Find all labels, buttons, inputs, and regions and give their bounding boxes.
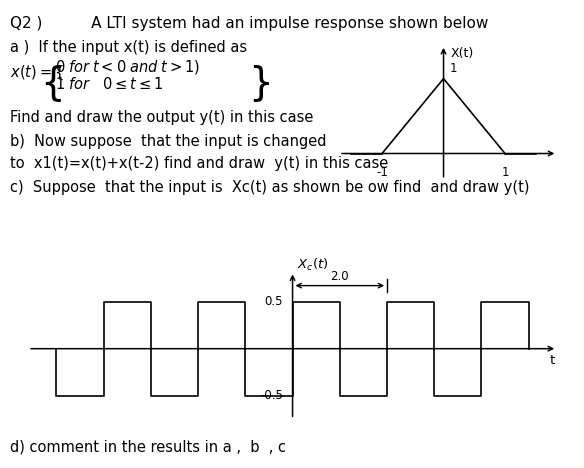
Text: $X_c(t)$: $X_c(t)$: [297, 257, 329, 273]
Text: to  x1(t)=x(t)+x(t-2) find and draw  y(t) in this case: to x1(t)=x(t)+x(t-2) find and draw y(t) …: [10, 156, 388, 171]
Text: 1: 1: [450, 62, 457, 75]
Text: $1\; for \quad 0 \leq t \leq 1$: $1\; for \quad 0 \leq t \leq 1$: [55, 76, 164, 92]
Text: {: {: [40, 64, 65, 102]
Text: $x(t) = \{$: $x(t) = \{$: [10, 64, 64, 82]
Text: $0\; for\; t < 0\; and\; t > 1)$: $0\; for\; t < 0\; and\; t > 1)$: [55, 58, 200, 76]
Text: d) comment in the results in a ,  b  , c: d) comment in the results in a , b , c: [10, 440, 286, 455]
Text: 0.5: 0.5: [265, 295, 283, 308]
Text: -1: -1: [376, 166, 388, 179]
Text: t: t: [550, 354, 555, 367]
Text: -0.5: -0.5: [260, 389, 283, 402]
Text: Find and draw the output y(t) in this case: Find and draw the output y(t) in this ca…: [10, 110, 314, 125]
Text: 1: 1: [501, 166, 509, 179]
Text: c)  Suppose  that the input is  Xc(t) as shown be ow find  and draw y(t): c) Suppose that the input is Xc(t) as sh…: [10, 180, 530, 195]
Text: Q2 )          A LTI system had an impulse response shown below: Q2 ) A LTI system had an impulse respons…: [10, 16, 488, 31]
Text: a )  If the input x(t) is defined as: a ) If the input x(t) is defined as: [10, 40, 247, 55]
Text: 2.0: 2.0: [331, 270, 349, 283]
Text: }: }: [248, 64, 273, 102]
Text: b)  Now suppose  that the input is changed: b) Now suppose that the input is changed: [10, 134, 326, 149]
Text: X(t): X(t): [451, 47, 474, 60]
